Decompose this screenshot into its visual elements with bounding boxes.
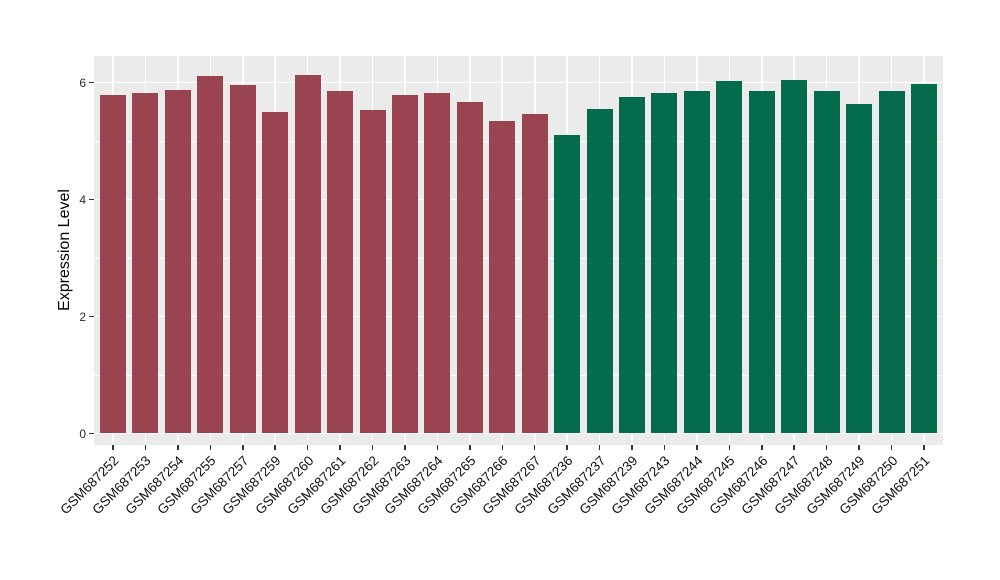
bar-GSM687250 [878, 90, 905, 434]
x-axis-tick [469, 445, 471, 450]
bar-GSM687267 [521, 113, 548, 434]
bar-GSM687253 [132, 93, 159, 434]
bar-GSM687261 [327, 90, 354, 434]
x-axis-tick [242, 445, 244, 450]
bar-GSM687262 [359, 109, 386, 434]
bar-GSM687263 [391, 95, 418, 434]
y-axis-tick [89, 315, 94, 318]
bar-GSM687265 [456, 102, 483, 434]
bar-GSM687259 [262, 112, 289, 434]
bar-GSM687247 [781, 80, 808, 434]
x-axis-tick [339, 445, 341, 450]
bar-GSM687249 [846, 104, 873, 434]
bar-GSM687239 [619, 96, 646, 434]
bar-GSM687260 [294, 74, 321, 434]
x-axis-tick [274, 445, 276, 450]
x-axis-tick [728, 445, 731, 450]
y-axis-tick-label: 0 [79, 426, 86, 441]
x-axis-tick [663, 445, 666, 450]
x-axis-tick [144, 445, 147, 450]
bar-GSM687245 [716, 80, 743, 434]
x-axis-tick [404, 445, 406, 450]
x-axis-tick [793, 445, 795, 450]
bar-GSM687243 [651, 93, 678, 434]
x-axis-tick [209, 445, 212, 450]
x-axis-tick [436, 445, 439, 450]
bar-GSM687236 [554, 135, 581, 434]
bar-GSM687237 [586, 109, 613, 434]
bar-GSM687254 [164, 90, 191, 434]
x-axis-tick [858, 445, 860, 450]
bar-GSM687255 [197, 76, 224, 434]
bar-GSM687257 [229, 85, 256, 434]
x-axis-tick [533, 445, 536, 450]
bar-GSM687251 [911, 83, 937, 434]
bar-GSM687266 [489, 121, 516, 434]
bar-GSM687248 [813, 90, 840, 434]
gridline-minor-horizontal [94, 374, 943, 376]
gridline-major-horizontal [94, 198, 943, 201]
y-axis-tick-label: 4 [79, 192, 86, 207]
x-axis-tick [112, 445, 114, 450]
x-axis-tick [761, 445, 763, 450]
y-axis-tick [89, 81, 94, 84]
x-axis-tick [371, 445, 374, 450]
x-axis-tick [890, 445, 893, 450]
y-axis-tick-label: 2 [79, 309, 86, 324]
x-axis-tick [598, 445, 601, 450]
gridline-major-horizontal [94, 432, 943, 435]
x-axis-tick [631, 445, 633, 450]
x-axis-tick [501, 445, 504, 450]
x-axis-tick [177, 445, 179, 450]
plot-panel [94, 56, 943, 445]
bar-GSM687246 [748, 91, 775, 434]
gridline-major-horizontal [94, 81, 943, 84]
x-axis-tick [923, 445, 925, 450]
bar-GSM687244 [683, 90, 710, 434]
y-axis-tick-label: 6 [79, 75, 86, 90]
x-axis-tick [696, 445, 698, 450]
y-axis-tick [89, 198, 94, 201]
gridline-major-horizontal [94, 315, 943, 318]
x-axis-tick [566, 445, 568, 450]
y-axis-tick [89, 432, 94, 435]
gridline-minor-horizontal [94, 257, 943, 259]
y-axis-title: Expression Level [56, 189, 73, 311]
gridline-minor-horizontal [94, 140, 943, 142]
x-axis-tick [306, 445, 309, 450]
bar-GSM687252 [100, 95, 126, 434]
x-axis-tick [825, 445, 828, 450]
bar-GSM687264 [424, 93, 451, 434]
